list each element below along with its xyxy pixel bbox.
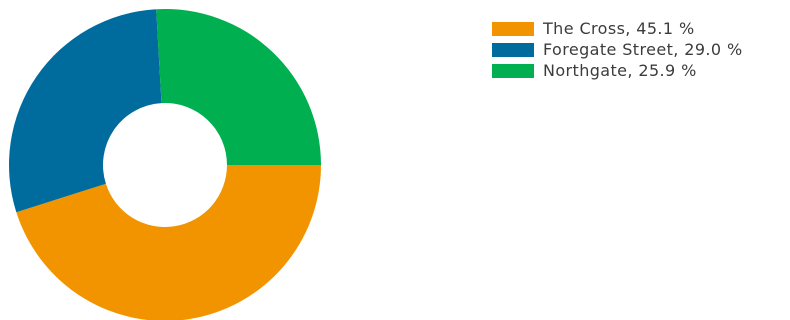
legend-label-the-cross: The Cross, 45.1 %	[543, 19, 695, 38]
legend-item-northgate[interactable]: Northgate, 25.9 %	[492, 60, 743, 81]
slice-northgate[interactable]	[156, 9, 321, 166]
legend-swatch-the-cross	[492, 21, 534, 36]
legend-swatch-foregate-street	[492, 42, 534, 57]
legend-item-foregate-street[interactable]: Foregate Street, 29.0 %	[492, 39, 743, 60]
slice-the-cross[interactable]	[16, 165, 321, 320]
legend-label-northgate: Northgate, 25.9 %	[543, 61, 697, 80]
legend-item-the-cross[interactable]: The Cross, 45.1 %	[492, 18, 743, 39]
slice-foregate-street[interactable]	[9, 9, 162, 213]
legend-label-foregate-street: Foregate Street, 29.0 %	[543, 40, 743, 59]
legend-swatch-northgate	[492, 63, 534, 78]
donut-plot	[9, 9, 321, 320]
legend: The Cross, 45.1 % Foregate Street, 29.0 …	[492, 18, 743, 81]
